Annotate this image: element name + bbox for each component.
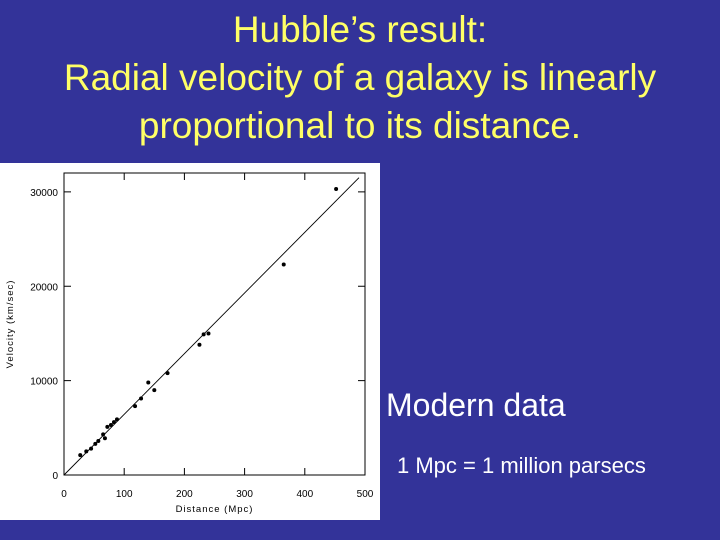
data-point-9 xyxy=(111,420,116,425)
y-tick-label-1: 10000 xyxy=(30,377,58,388)
x-tick-label-1: 100 xyxy=(116,489,133,500)
data-point-17 xyxy=(201,332,206,337)
x-tick-label-0: 0 xyxy=(61,489,67,500)
data-point-20 xyxy=(334,187,339,192)
data-point-2 xyxy=(89,446,94,451)
data-point-16 xyxy=(197,342,202,347)
hubble-scatter-plot: 0 100 200 300 400 500 0 10000 20000 30000 Distance… xyxy=(5,172,374,515)
data-point-7 xyxy=(105,424,110,429)
title-line-1: Hubble’s result: xyxy=(232,9,488,50)
data-point-6 xyxy=(102,436,107,441)
y-tick-label-0: 0 xyxy=(52,471,58,482)
x-tick-label-3: 300 xyxy=(236,489,253,500)
plot-frame xyxy=(63,172,366,476)
x-tick-label-5: 500 xyxy=(357,489,374,500)
x-tick-label-4: 400 xyxy=(296,489,313,500)
data-point-19 xyxy=(281,262,286,267)
data-point-10 xyxy=(114,417,119,422)
y-tick-label-3: 30000 xyxy=(30,188,58,199)
modern-data-label: Modern data xyxy=(386,387,566,423)
y-tick-label-2: 20000 xyxy=(30,282,58,293)
data-point-0 xyxy=(78,453,83,458)
hubble-plot-panel: 0 100 200 300 400 500 0 10000 20000 30000 Distance… xyxy=(0,163,380,520)
y-axis-title: Velocity (km/sec) xyxy=(5,280,16,369)
title-line-2: Radial velocity of a galaxy is linearly xyxy=(63,57,657,98)
data-point-15 xyxy=(165,371,170,376)
data-point-13 xyxy=(146,380,151,385)
linear-fit-line xyxy=(63,177,360,476)
data-point-3 xyxy=(93,441,98,446)
data-point-11 xyxy=(133,404,138,409)
data-point-1 xyxy=(84,449,89,454)
data-point-18 xyxy=(206,331,211,336)
data-point-4 xyxy=(96,439,101,444)
mpc-definition-note: 1 Mpc = 1 million parsecs xyxy=(397,453,646,478)
data-point-8 xyxy=(108,422,113,427)
title-line-3: proportional to its distance. xyxy=(138,105,582,146)
data-point-14 xyxy=(152,388,157,393)
x-tick-label-2: 200 xyxy=(176,489,193,500)
data-point-5 xyxy=(101,432,106,437)
x-axis-title: Distance (Mpc) xyxy=(176,504,254,515)
data-point-12 xyxy=(139,396,144,401)
slide-title: Hubble’s result: Radial velocity of a ga… xyxy=(0,6,720,150)
